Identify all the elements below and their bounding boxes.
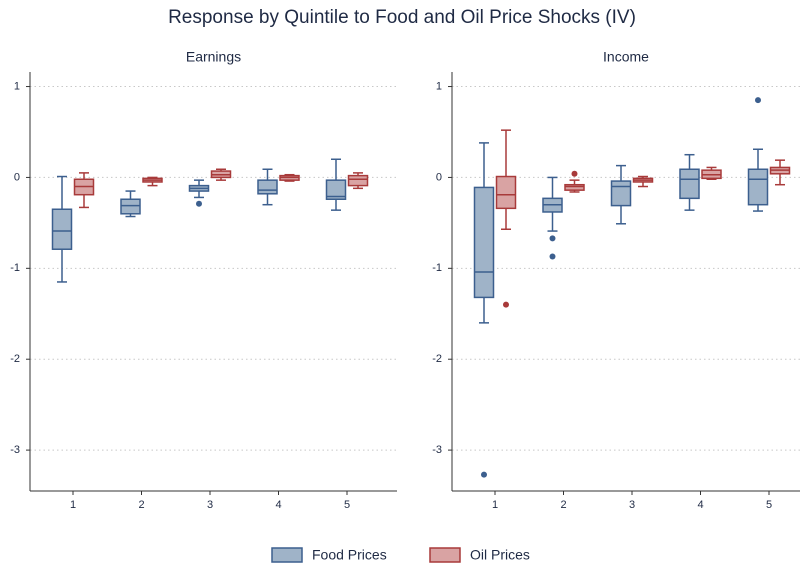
box xyxy=(325,179,347,200)
box xyxy=(473,186,495,299)
y-tick-label: 0 xyxy=(14,171,20,183)
x-tick-label: 2 xyxy=(138,499,144,511)
box xyxy=(347,174,369,187)
outlier xyxy=(549,235,556,242)
x-tick-label: 5 xyxy=(344,499,350,511)
legend-label: Food Prices xyxy=(312,547,387,563)
box xyxy=(747,168,769,206)
chart-title: Response by Quintile to Food and Oil Pri… xyxy=(168,7,636,28)
box xyxy=(610,180,632,207)
legend-label: Oil Prices xyxy=(470,547,530,563)
x-tick-label: 1 xyxy=(492,499,498,511)
box xyxy=(120,198,141,215)
y-tick-label: 1 xyxy=(14,80,20,92)
box xyxy=(495,175,517,210)
y-tick-label: 1 xyxy=(436,80,442,92)
outlier xyxy=(481,471,487,478)
x-tick-label: 2 xyxy=(560,499,566,511)
y-tick-label: -2 xyxy=(432,353,442,365)
x-tick-label: 3 xyxy=(207,499,213,511)
x-tick-label: 4 xyxy=(275,499,281,511)
y-tick-label: -2 xyxy=(10,353,20,365)
outlier xyxy=(571,170,578,177)
panel-title: Earnings xyxy=(186,49,241,65)
y-tick-label: 0 xyxy=(436,171,442,183)
x-tick-label: 5 xyxy=(766,499,772,511)
x-tick-label: 1 xyxy=(70,499,76,511)
outlier xyxy=(503,301,509,308)
outlier xyxy=(549,253,556,260)
box xyxy=(679,168,700,200)
y-tick-label: -1 xyxy=(432,262,442,274)
box xyxy=(51,208,73,250)
y-tick-label: -3 xyxy=(10,444,20,456)
legend-swatch xyxy=(429,547,461,563)
panel-title: Income xyxy=(603,49,649,65)
box xyxy=(257,179,278,195)
y-tick-label: -3 xyxy=(432,444,442,456)
legend-swatch xyxy=(271,547,303,563)
outlier xyxy=(755,97,761,104)
y-tick-label: -1 xyxy=(10,262,20,274)
box xyxy=(564,183,585,191)
x-tick-label: 4 xyxy=(697,499,703,511)
outlier xyxy=(196,200,202,207)
x-tick-label: 3 xyxy=(629,499,635,511)
